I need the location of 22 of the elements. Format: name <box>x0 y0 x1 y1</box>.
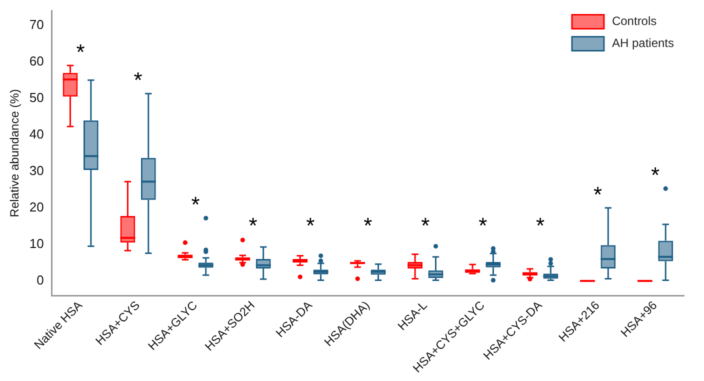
y-tick-label: 10 <box>29 236 44 252</box>
y-tick-label: 40 <box>29 126 44 142</box>
y-tick-label: 20 <box>29 200 44 215</box>
annotation: * <box>134 68 143 93</box>
legend-label: Controls <box>612 14 657 28</box>
legend-label: AH patients <box>612 36 674 50</box>
annotation: * <box>650 162 660 188</box>
annotation: * <box>191 192 200 218</box>
y-tick-label: 50 <box>29 90 44 105</box>
annotation: * <box>478 212 488 238</box>
annotation: * <box>536 212 546 238</box>
annotation: * <box>76 40 86 65</box>
y-axis-title: Relative abundance (%) <box>8 89 22 218</box>
annotation: * <box>248 212 258 238</box>
y-tick-label: 60 <box>29 53 44 68</box>
annotation: * <box>364 212 373 238</box>
annotation: * <box>306 212 316 238</box>
y-tick-label: 70 <box>29 16 44 32</box>
annotation: * <box>594 182 603 207</box>
y-tick-label: 0 <box>36 272 44 288</box>
y-tick-label: 30 <box>29 163 44 178</box>
annotation: * <box>421 212 430 238</box>
